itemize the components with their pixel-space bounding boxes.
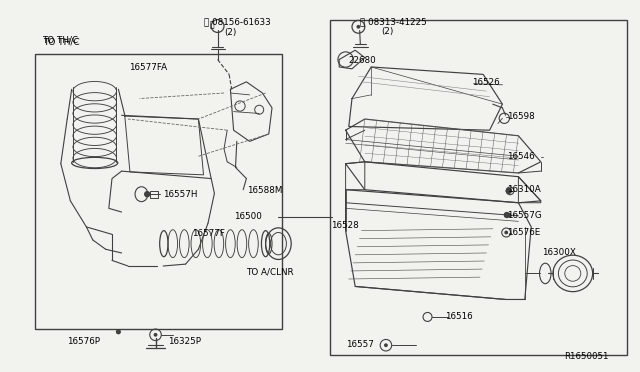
Circle shape xyxy=(506,187,512,194)
Text: 16588M: 16588M xyxy=(247,186,282,195)
Bar xyxy=(330,20,627,355)
Text: 16300X: 16300X xyxy=(542,248,576,257)
Bar xyxy=(35,54,282,329)
Bar xyxy=(504,213,511,217)
Text: 16528: 16528 xyxy=(331,221,358,230)
Text: 16310A: 16310A xyxy=(508,185,541,194)
Text: 16598: 16598 xyxy=(508,112,535,121)
Circle shape xyxy=(504,212,510,218)
Text: 16576E: 16576E xyxy=(508,228,541,237)
Bar xyxy=(150,191,158,198)
Circle shape xyxy=(116,329,121,334)
Circle shape xyxy=(144,191,150,198)
Circle shape xyxy=(154,333,157,337)
Text: 16557: 16557 xyxy=(346,340,374,349)
Text: Ⓢ 08313-41225: Ⓢ 08313-41225 xyxy=(360,17,426,26)
Text: Ⓑ: Ⓑ xyxy=(209,20,214,29)
Text: 16526: 16526 xyxy=(472,78,499,87)
Text: 16576P: 16576P xyxy=(67,337,100,346)
Text: 16557H: 16557H xyxy=(163,190,198,199)
Text: Ⓑ 08156-61633: Ⓑ 08156-61633 xyxy=(204,18,271,27)
Text: 16325P: 16325P xyxy=(168,337,201,346)
Circle shape xyxy=(504,231,508,234)
Circle shape xyxy=(384,343,388,347)
Text: 16546: 16546 xyxy=(508,153,535,161)
Text: TO TH/C: TO TH/C xyxy=(42,35,78,44)
Text: TO A/CLNR: TO A/CLNR xyxy=(246,268,294,277)
Text: (2): (2) xyxy=(381,27,393,36)
Text: 22680: 22680 xyxy=(349,56,376,65)
Text: 16516: 16516 xyxy=(445,312,473,321)
Circle shape xyxy=(356,25,360,29)
Text: R1650051: R1650051 xyxy=(564,352,609,361)
Text: 16557G: 16557G xyxy=(508,211,542,219)
Text: 16500: 16500 xyxy=(234,212,262,221)
Text: 16577FA: 16577FA xyxy=(129,63,168,72)
Text: 16577F: 16577F xyxy=(192,229,225,238)
Text: (2): (2) xyxy=(224,28,236,37)
Text: TO TH/C: TO TH/C xyxy=(44,37,80,46)
